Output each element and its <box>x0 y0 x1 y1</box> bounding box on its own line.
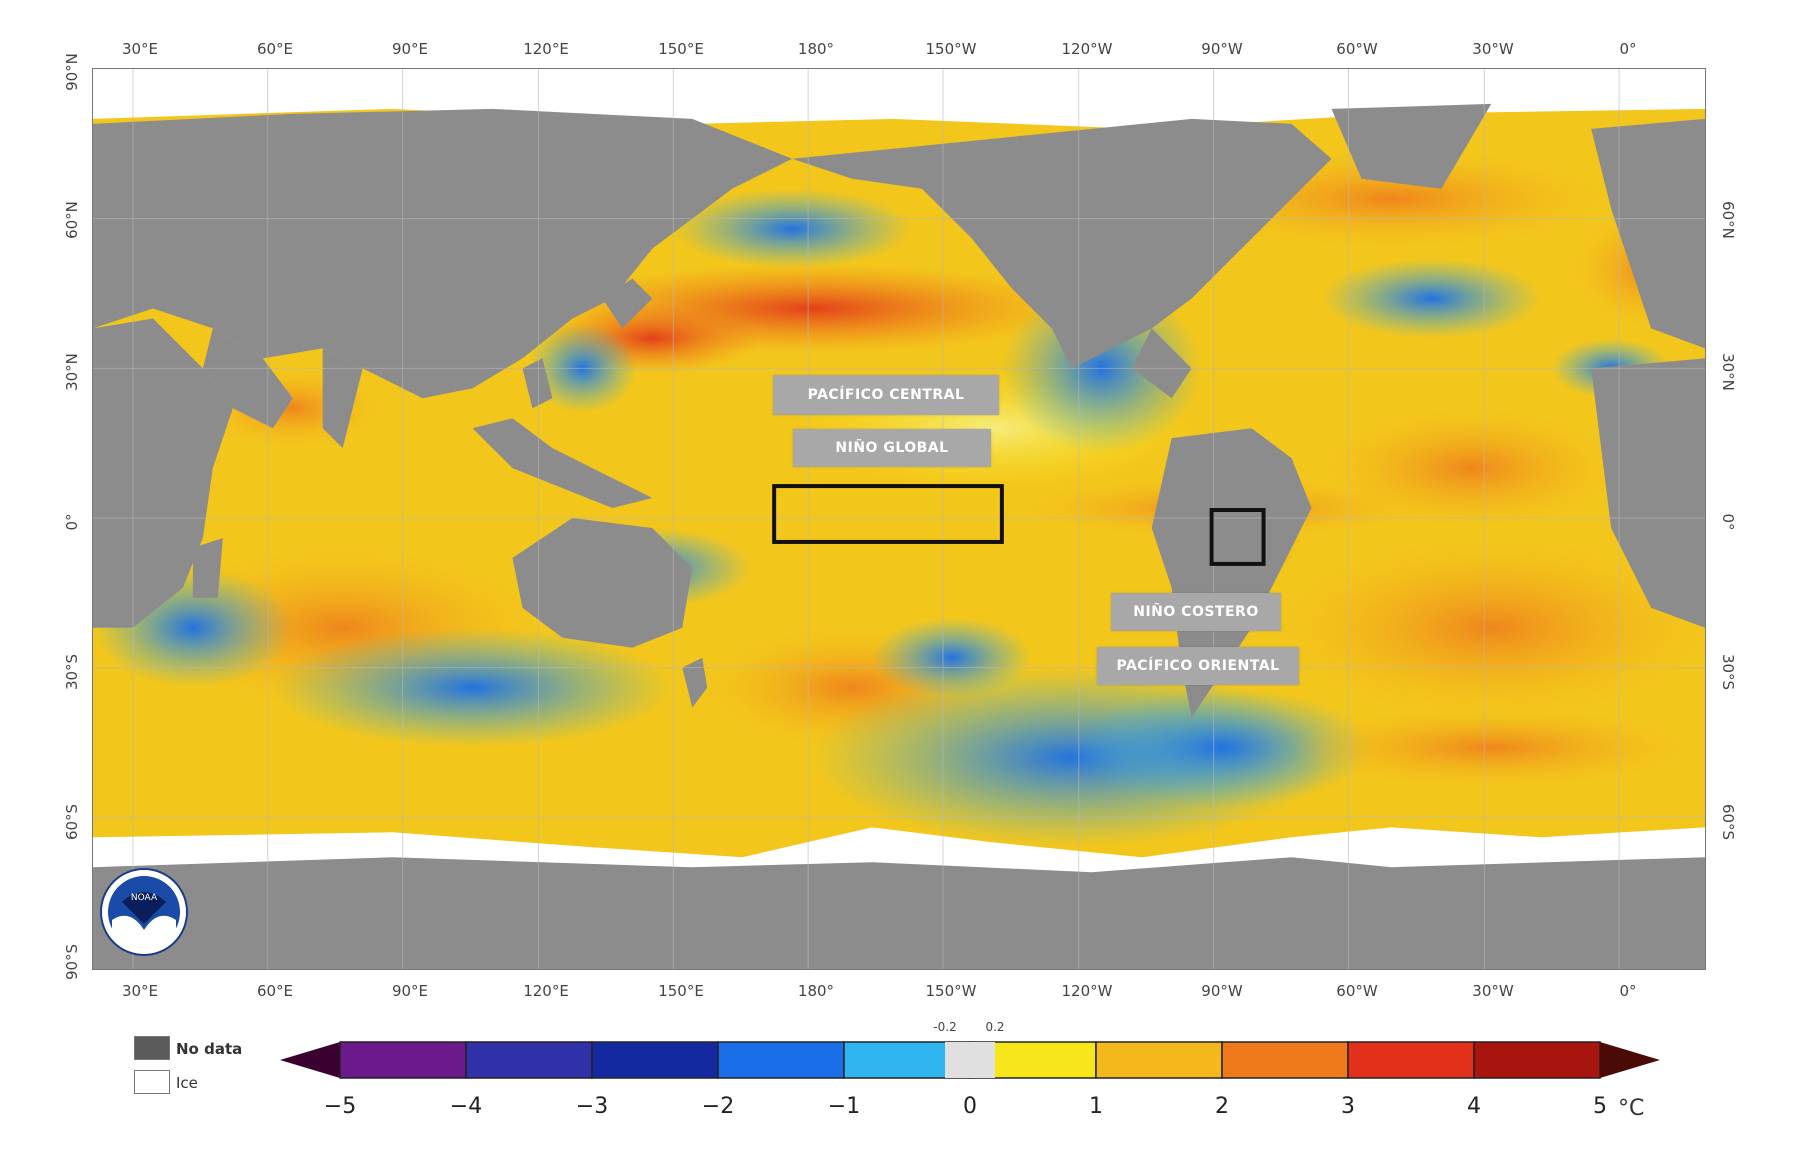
colorbar-segment <box>1221 1041 1349 1079</box>
philippines <box>522 358 553 409</box>
bottom-lon-label: 30°W <box>1472 982 1514 1000</box>
bottom-lon-label: 150°E <box>658 982 704 1000</box>
label-nino-global: NIÑO GLOBAL <box>793 429 991 467</box>
colorbar-tick-label: −3 <box>575 1094 609 1119</box>
colorbar-segment <box>1095 1041 1223 1079</box>
top-lon-label: 30°W <box>1472 40 1514 58</box>
right-lat-label: 0° <box>1719 513 1737 531</box>
bottom-lon-label: 150°W <box>925 982 977 1000</box>
map-canvas <box>93 69 1705 969</box>
left-lat-label: 30°N <box>63 353 81 391</box>
colorbar-right-arrow <box>1600 1042 1660 1078</box>
nino-central-box <box>772 484 1004 544</box>
arabia <box>202 328 293 429</box>
colorbar-tick-label: 0 <box>963 1094 977 1119</box>
madagascar <box>192 537 223 598</box>
colorbar-unit: °C <box>1618 1096 1645 1121</box>
top-lon-label: 180° <box>797 40 835 58</box>
left-lat-label: 30°S <box>63 653 81 691</box>
ice-swatch <box>134 1070 170 1094</box>
central-america <box>1131 328 1192 399</box>
top-lon-label: 150°W <box>925 40 977 58</box>
top-lon-label: 60°W <box>1336 40 1378 58</box>
colorbar-segment <box>465 1041 593 1079</box>
left-lat-label: 0° <box>63 513 81 531</box>
top-lon-label: 60°E <box>256 40 294 58</box>
left-lat-label: 90°N <box>63 53 81 91</box>
colorbar-tick-label: 4 <box>1467 1094 1481 1119</box>
top-lon-label: 150°E <box>658 40 704 58</box>
colorbar-left-arrow <box>280 1042 340 1078</box>
colorbar-segment <box>1347 1041 1475 1079</box>
bottom-lon-label: 60°W <box>1336 982 1378 1000</box>
no-data-swatch <box>134 1036 170 1060</box>
colorbar <box>280 1041 1660 1079</box>
svg-text:NOAA: NOAA <box>131 893 158 903</box>
left-lat-label: 90°S <box>63 943 81 981</box>
colorbar-tick-label: −4 <box>449 1094 483 1119</box>
left-lat-label: 60°S <box>63 803 81 841</box>
right-lat-label: 30°N <box>1719 353 1737 391</box>
colorbar-tick-label: −1 <box>827 1094 861 1119</box>
japan <box>602 278 653 329</box>
colorbar-small-tick-label: -0.2 <box>933 1020 957 1034</box>
colorbar-small-tick-label: 0.2 <box>985 1020 1005 1034</box>
left-lat-label: 60°N <box>63 201 81 239</box>
bottom-lon-label: 180° <box>797 982 835 1000</box>
label-nino-costero: NIÑO COSTERO <box>1111 593 1281 631</box>
top-lon-label: 120°W <box>1061 40 1113 58</box>
antarctica <box>93 857 1705 969</box>
colorbar-tick-label: 3 <box>1341 1094 1355 1119</box>
top-lon-label: 90°W <box>1201 40 1243 58</box>
top-lon-label: 120°E <box>523 40 569 58</box>
indonesia <box>472 418 653 509</box>
bottom-lon-label: 90°E <box>391 982 429 1000</box>
top-lon-label: 0° <box>1619 40 1637 58</box>
label-pacifico-central: PACÍFICO CENTRAL <box>773 375 999 415</box>
sst-anomaly-map: PACÍFICO CENTRAL NIÑO GLOBAL NIÑO COSTER… <box>92 68 1706 970</box>
label-pacifico-oriental: PACÍFICO ORIENTAL <box>1097 647 1299 685</box>
top-lon-label: 90°E <box>391 40 429 58</box>
colorbar-segment <box>1473 1041 1601 1079</box>
india <box>322 348 363 449</box>
right-lat-label: 60°S <box>1719 803 1737 841</box>
colorbar-tick-label: −2 <box>701 1094 735 1119</box>
noaa-logo: NOAA <box>100 868 188 956</box>
colorbar-zero-band <box>945 1042 995 1078</box>
nino-costero-box <box>1209 508 1266 566</box>
bottom-lon-label: 120°E <box>523 982 569 1000</box>
south-america <box>1151 428 1312 718</box>
right-lat-label: 60°N <box>1719 201 1737 239</box>
colorbar-tick-label: 5 <box>1593 1094 1607 1119</box>
colorbar-segment <box>591 1041 719 1079</box>
colorbar-tick-label: 1 <box>1089 1094 1103 1119</box>
bottom-lon-label: 90°W <box>1201 982 1243 1000</box>
bottom-lon-label: 120°W <box>1061 982 1113 1000</box>
bottom-lon-label: 30°E <box>121 982 159 1000</box>
right-lat-label: 30°S <box>1719 653 1737 691</box>
top-lon-label: 30°E <box>121 40 159 58</box>
colorbar-tick-label: 2 <box>1215 1094 1229 1119</box>
colorbar-segment <box>339 1041 467 1079</box>
bottom-lon-label: 60°E <box>256 982 294 1000</box>
no-data-label: No data <box>176 1040 243 1058</box>
north-america <box>792 118 1332 369</box>
bottom-lon-label: 0° <box>1619 982 1637 1000</box>
colorbar-segment <box>717 1041 845 1079</box>
greenland <box>1331 103 1492 189</box>
graticule <box>93 69 1705 969</box>
australia <box>512 518 693 648</box>
colorbar-tick-label: −5 <box>323 1094 357 1119</box>
new-zealand <box>682 657 708 708</box>
ice-label: Ice <box>176 1074 198 1092</box>
